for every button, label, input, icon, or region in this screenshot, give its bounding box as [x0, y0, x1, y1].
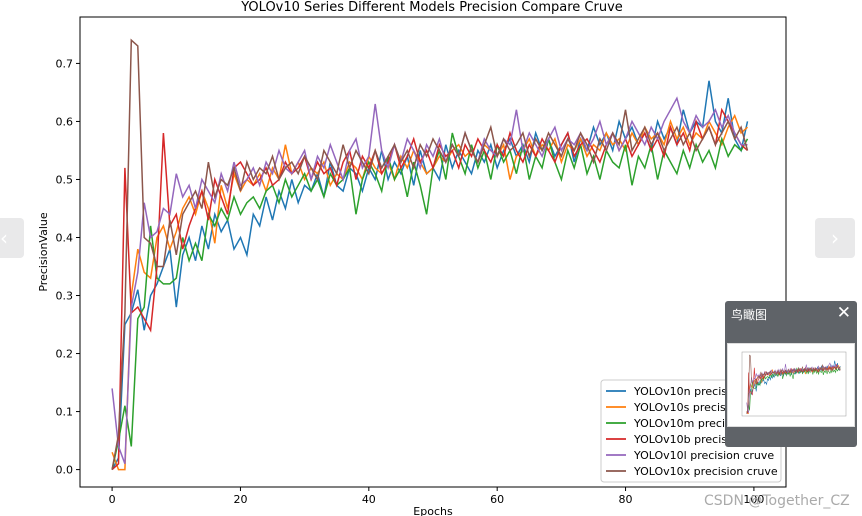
x-tick-label: 100 [743, 493, 764, 506]
close-icon[interactable]: ✕ [836, 303, 851, 323]
legend-label: YOLOv10l precision cruve [633, 449, 774, 462]
series-line-6 [111, 38, 749, 470]
overview-panel: 鸟瞰图 ✕ [725, 301, 857, 447]
x-axis-label: Epochs [413, 505, 453, 516]
series-line-2 [111, 113, 749, 471]
overview-panel-title: 鸟瞰图 [731, 308, 768, 322]
thumbnail-line-3 [746, 367, 841, 414]
y-tick-label: 0.2 [56, 348, 74, 361]
chevron-left-icon: ‹ [0, 226, 8, 250]
y-tick-label: 0.7 [56, 57, 74, 70]
x-tick-label: 0 [109, 493, 116, 506]
chart-title: YOLOv10 Series Different Models Precisio… [240, 0, 623, 15]
y-tick-label: 0.4 [56, 231, 74, 244]
series-lines [111, 38, 749, 471]
axis-ticks: 0 20 40 60 80 100 0.0 0.1 0.2 0.3 0.4 0.5 0.6 0.7 [56, 57, 765, 506]
x-tick-label: 20 [233, 493, 247, 506]
legend-label: YOLOv10x precision cruve [633, 465, 778, 478]
x-tick-label: 60 [490, 493, 504, 506]
overview-thumbnail[interactable] [727, 343, 855, 427]
x-tick-label: 80 [619, 493, 633, 506]
watermark: CSDN @Together_CZ [704, 493, 850, 509]
x-tick-label: 40 [362, 493, 376, 506]
y-tick-label: 0.5 [56, 173, 74, 186]
chevron-right-icon: › [831, 226, 839, 250]
previous-image-button[interactable]: ‹ [0, 218, 24, 258]
series-line-3 [111, 132, 749, 470]
y-tick-label: 0.0 [56, 464, 74, 477]
y-tick-label: 0.6 [56, 115, 74, 128]
thumbnail-line-6 [746, 354, 841, 414]
y-axis-label: PrecisionValue [37, 212, 50, 292]
y-tick-label: 0.3 [56, 290, 74, 303]
plot-frame [79, 16, 787, 488]
thumbnail-frame [741, 351, 847, 417]
y-tick-label: 0.1 [56, 406, 74, 419]
next-image-button[interactable]: › [815, 218, 855, 258]
